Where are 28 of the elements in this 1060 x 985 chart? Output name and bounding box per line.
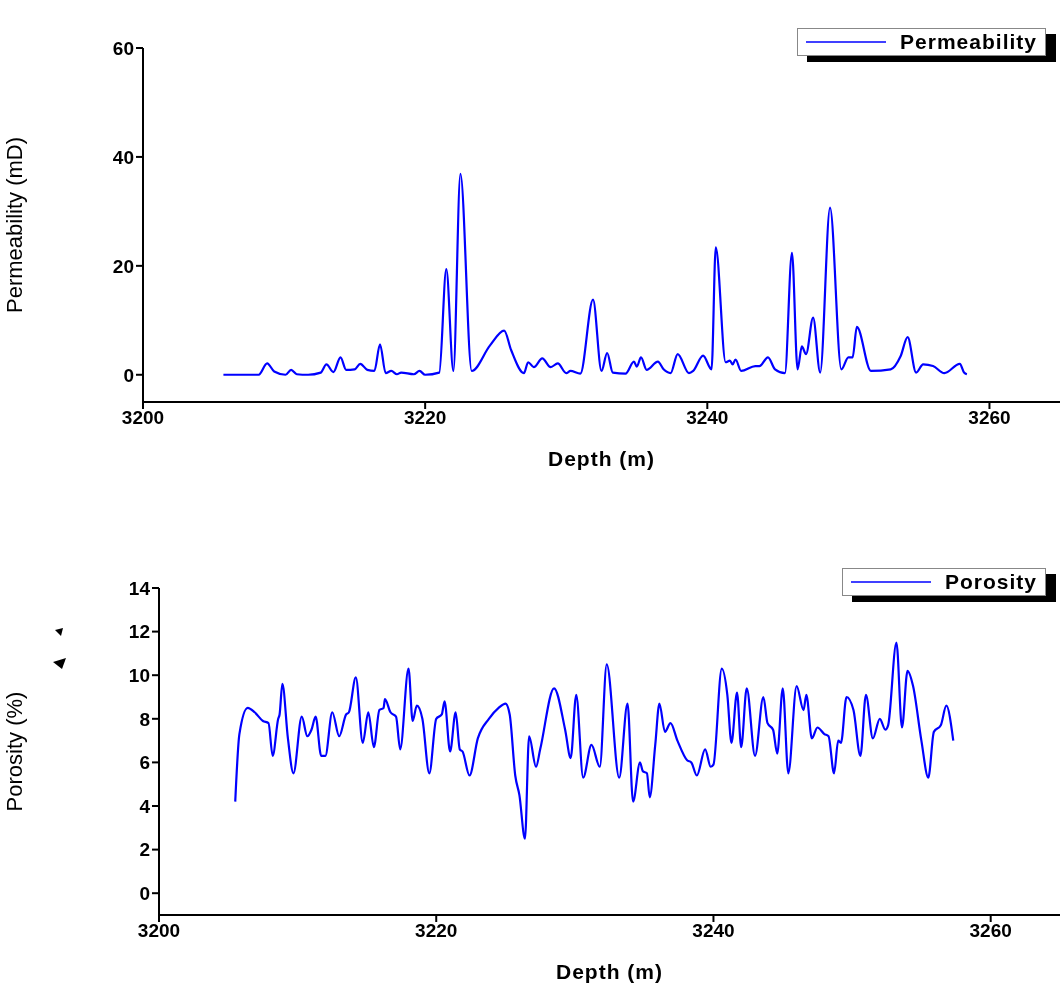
y-axis-title: Porosity (%) bbox=[1, 691, 27, 812]
y-tick-label: 4 bbox=[139, 795, 151, 817]
y-tick-label: 0 bbox=[139, 882, 150, 904]
x-tick-label: 3260 bbox=[969, 920, 1012, 942]
y-tick-label: 8 bbox=[139, 708, 150, 730]
x-tick-label: 3220 bbox=[415, 920, 458, 942]
y-axis-title: Permeability (mD) bbox=[1, 136, 27, 314]
x-tick-label: 3240 bbox=[692, 920, 735, 942]
y-tick-label: 20 bbox=[112, 255, 134, 277]
x-tick-label: 3220 bbox=[404, 407, 447, 429]
y-tick-label: 2 bbox=[139, 839, 150, 861]
y-tick-label: 12 bbox=[128, 621, 150, 643]
y-tick-label: 40 bbox=[112, 146, 134, 168]
legend-label: Porosity bbox=[944, 570, 1037, 594]
line-series bbox=[234, 641, 955, 840]
y-tick-label: 0 bbox=[123, 364, 134, 386]
y-tick-label: 60 bbox=[112, 37, 134, 59]
y-tick-label: 14 bbox=[128, 577, 151, 599]
x-axis-title: Depth (m) bbox=[548, 447, 655, 470]
y-tick-label: 10 bbox=[128, 664, 150, 686]
x-tick-label: 3240 bbox=[686, 407, 729, 429]
x-tick-label: 3260 bbox=[968, 407, 1011, 429]
y-tick-label: 6 bbox=[139, 752, 150, 774]
x-tick-label: 3200 bbox=[121, 407, 165, 429]
x-axis-title: Depth (m) bbox=[556, 960, 663, 983]
legend-label: Permeability bbox=[900, 30, 1037, 54]
x-tick-label: 3200 bbox=[137, 920, 181, 942]
line-series bbox=[222, 172, 968, 376]
